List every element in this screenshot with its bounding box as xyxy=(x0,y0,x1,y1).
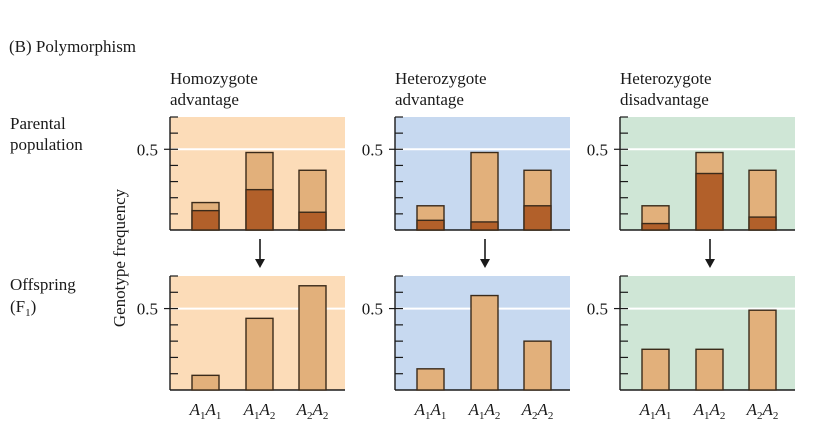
bar-a1a2-dark xyxy=(245,188,274,231)
bar-a2a2-dark xyxy=(748,216,777,231)
panel-homozygote-advantage-parental: 0.5 Homozygote advantage xyxy=(137,69,345,268)
panel-title-line-2: advantage xyxy=(395,90,464,109)
down-arrow-head xyxy=(705,259,715,268)
x-tick-label-a1a2: A1A2 xyxy=(243,400,276,422)
bar-a1a2-dark xyxy=(470,221,499,231)
bar-a2a2-dark xyxy=(523,205,552,231)
x-tick-label-a2a2: A2A2 xyxy=(296,400,329,422)
x-tick-label-a2a2: A2A2 xyxy=(521,400,554,422)
row-label-offspring-line2: (F1) xyxy=(10,297,36,319)
bar-a2a2-total xyxy=(298,285,327,391)
x-tick-label-a1a1: A1A1 xyxy=(639,400,672,422)
bar-a2a2-total xyxy=(748,309,777,391)
y-axis-label: Genotype frequency xyxy=(110,188,129,327)
row-label-parental-line2: population xyxy=(10,135,83,154)
panel-heterozygote-advantage-parental: 0.5 Heterozygote advantage xyxy=(362,69,570,268)
row-label-parental-line1: Parental xyxy=(10,114,66,133)
x-tick-label-a1a1: A1A1 xyxy=(189,400,222,422)
bar-a1a2-total xyxy=(695,348,724,391)
bar-a1a1-total xyxy=(191,374,220,391)
bar-a1a2-total xyxy=(470,151,499,231)
panel-heterozygote-advantage-offspring: 0.5 A1A1 A1A2 A2A2 xyxy=(362,275,570,422)
panel-title-line-2: advantage xyxy=(170,90,239,109)
bar-a1a1-total xyxy=(416,368,445,391)
bar-a1a1-total xyxy=(641,348,670,391)
bar-a2a2-dark xyxy=(298,211,327,231)
bar-a1a2-dark xyxy=(695,172,724,231)
panel-heterozygote-disadvantage-parental: 0.5 Heterozygote disadvantage xyxy=(587,69,795,268)
x-tick-label-a1a1: A1A1 xyxy=(414,400,447,422)
down-arrow-head xyxy=(480,259,490,268)
y-tick-label: 0.5 xyxy=(362,300,383,319)
bar-a1a1-dark xyxy=(416,219,445,231)
x-tick-label-a2a2: A2A2 xyxy=(746,400,779,422)
x-tick-label-a1a2: A1A2 xyxy=(468,400,501,422)
bar-a1a2-total xyxy=(245,317,274,391)
y-tick-label: 0.5 xyxy=(362,140,383,159)
chart-panels: 0.5 Homozygote advantage 0.5 Heterozygote adv… xyxy=(137,69,795,422)
y-tick-label: 0.5 xyxy=(587,140,608,159)
bar-a2a2-total xyxy=(523,340,552,391)
y-tick-label: 0.5 xyxy=(587,300,608,319)
panel-title-line-2: disadvantage xyxy=(620,90,709,109)
bar-a1a1-dark xyxy=(641,222,670,231)
y-tick-label: 0.5 xyxy=(137,300,158,319)
down-arrow-head xyxy=(255,259,265,268)
panel-title-line-1: Heterozygote xyxy=(620,69,712,88)
y-tick-label: 0.5 xyxy=(137,140,158,159)
panel-homozygote-advantage-offspring: 0.5 A1A1 A1A2 A2A2 xyxy=(137,275,345,422)
bar-a1a1-dark xyxy=(191,209,220,231)
figure-title: (B) Polymorphism xyxy=(9,37,136,56)
panel-heterozygote-disadvantage-offspring: 0.5 A1A1 A1A2 A2A2 xyxy=(587,275,795,422)
panel-title-line-1: Heterozygote xyxy=(395,69,487,88)
row-label-offspring-line1: Offspring xyxy=(10,275,76,294)
bar-a1a2-total xyxy=(470,294,499,391)
x-tick-label-a1a2: A1A2 xyxy=(693,400,726,422)
panel-title-line-1: Homozygote xyxy=(170,69,258,88)
